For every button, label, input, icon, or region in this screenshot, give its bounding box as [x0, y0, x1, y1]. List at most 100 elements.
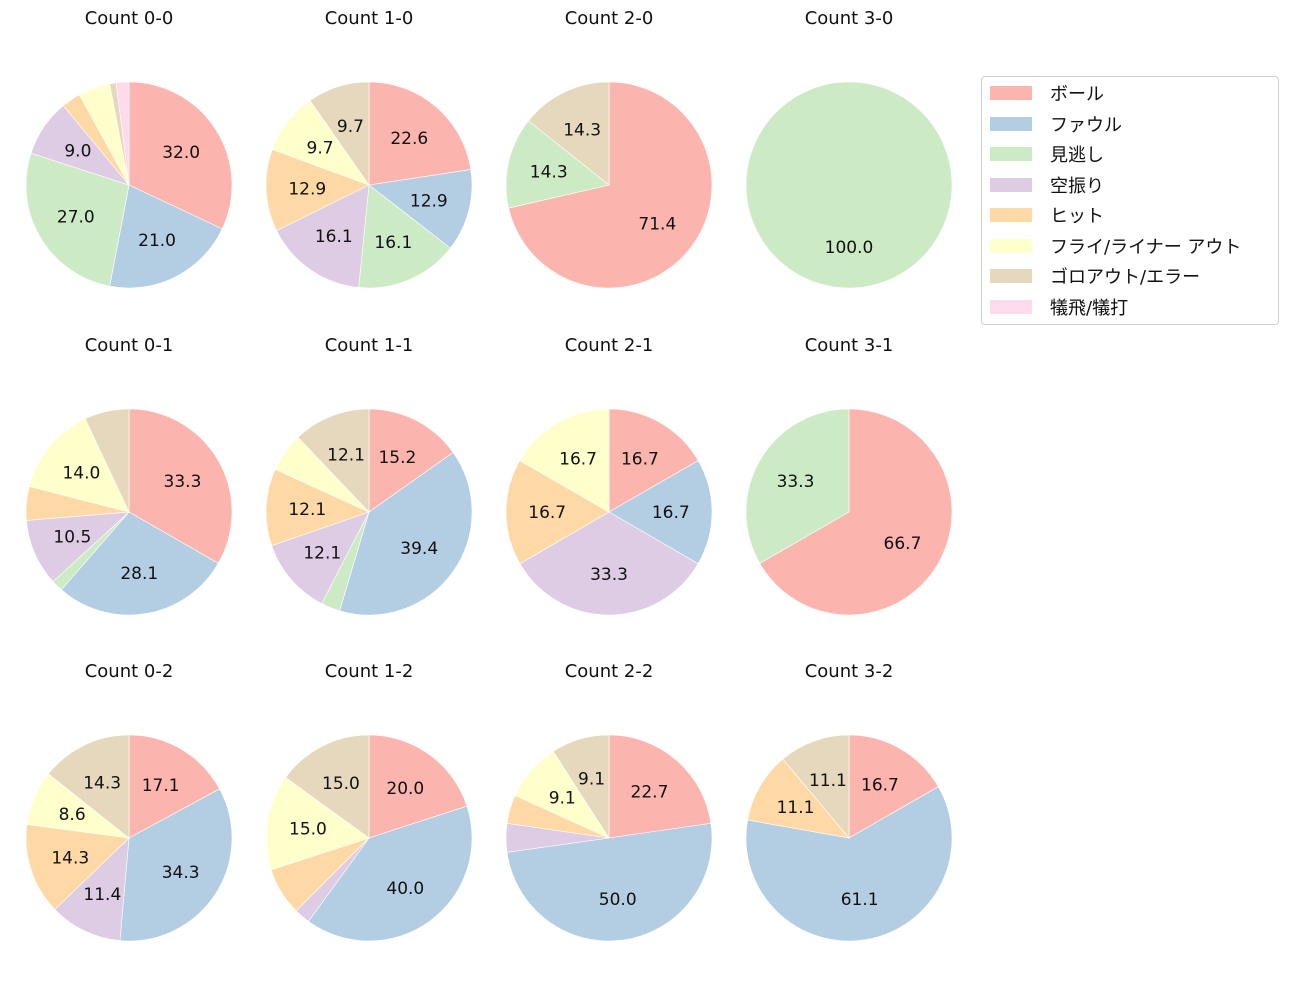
- slice-label: 16.7: [559, 449, 597, 469]
- chart-title: Count 3-2: [804, 661, 894, 682]
- pie-wedge: [519, 408, 610, 513]
- pie-wedge: [285, 734, 370, 839]
- pie-wedge: [26, 511, 130, 582]
- slice-label: 8.6: [59, 805, 86, 825]
- chart-title: Count 0-1: [84, 335, 174, 356]
- pie-wedge: [276, 184, 370, 288]
- pie-wedge: [608, 734, 712, 839]
- pie-wedge: [505, 120, 610, 209]
- legend-swatch: [990, 299, 1032, 314]
- pie-wedge: [265, 149, 370, 232]
- legend-swatch: [990, 238, 1032, 253]
- pie-wedge: [848, 734, 939, 839]
- legend-item: 見逃し: [990, 142, 1104, 166]
- pie-wedge: [505, 460, 610, 565]
- pie-wedge: [368, 169, 473, 249]
- legend-swatch: [990, 269, 1032, 283]
- pie-chart: Count 2-2 22.7 50.0 9.1 9.1: [489, 653, 729, 953]
- pie-wedge: [608, 408, 699, 513]
- pie-wedge: [271, 511, 370, 604]
- slice-label: 9.7: [307, 138, 334, 158]
- pie-chart: Count 0-0 32.0 21.0 27.0 9.0: [9, 0, 249, 300]
- slice-label: 16.7: [861, 776, 899, 796]
- slice-label: 66.7: [884, 534, 922, 554]
- pie-wedge: [308, 805, 473, 942]
- pie-wedge: [109, 184, 223, 289]
- legend-swatch: [990, 208, 1032, 222]
- legend-item: 犠飛/犠打: [990, 295, 1128, 319]
- pie-wedge: [28, 418, 130, 513]
- pie-wedge: [782, 734, 850, 839]
- pie-wedge: [506, 822, 713, 942]
- legend-swatch: [990, 116, 1032, 131]
- slice-label: 14.3: [563, 120, 601, 140]
- pie-chart: Count 2-1 16.7 16.7 33.3 16.7 16.7: [489, 327, 729, 627]
- slice-label: 71.4: [638, 214, 676, 234]
- pie-wedge: [25, 152, 130, 287]
- slice-label: 27.0: [57, 207, 95, 227]
- slice-label: 32.0: [162, 143, 200, 163]
- legend: ボール ファウル 見逃し 空振り ヒット フライ/ライナー アウト ゴロアウト/エラー 犠飛/…: [981, 76, 1279, 325]
- pie-chart: Count 1-2 20.0 40.0 15.0 15.0: [249, 653, 489, 953]
- slice-label: 16.1: [374, 233, 412, 253]
- chart-title: Count 2-2: [564, 661, 654, 682]
- chart-title: Count 2-1: [564, 335, 654, 356]
- pie-wedge: [747, 758, 850, 839]
- slice-label: 12.1: [303, 543, 341, 563]
- pie-wedge: [25, 824, 130, 910]
- chart-title: Count 3-0: [804, 8, 894, 29]
- legend-item: ボール: [990, 81, 1104, 105]
- chart-title: Count 0-0: [84, 8, 174, 29]
- slice-label: 34.3: [162, 863, 200, 883]
- pie-wedge: [115, 81, 130, 186]
- slice-label: 16.7: [652, 503, 690, 523]
- legend-swatch: [990, 86, 1032, 100]
- slice-label: 11.1: [777, 798, 815, 818]
- slice-label: 61.1: [841, 890, 879, 910]
- legend-swatch: [990, 147, 1032, 161]
- slice-label: 12.9: [410, 192, 448, 212]
- pie-wedge: [309, 81, 370, 186]
- slice-label: 11.4: [83, 885, 121, 905]
- pie-wedge: [745, 408, 850, 564]
- slice-label: 14.3: [51, 848, 89, 868]
- legend-label: 見逃し: [1050, 145, 1104, 166]
- slice-label: 39.4: [400, 539, 438, 559]
- legend-item: ヒット: [990, 203, 1104, 227]
- pie-wedge: [297, 408, 370, 513]
- slice-label: 14.3: [83, 773, 121, 793]
- pie-chart: Count 1-0 22.6 12.9 16.1 16.1 12.9 9.7 9.7: [249, 0, 489, 300]
- pie-wedge: [759, 408, 953, 616]
- slice-label: 9.1: [578, 770, 605, 790]
- slice-label: 17.1: [142, 776, 180, 796]
- pie-wedge: [358, 184, 451, 289]
- slice-label: 9.0: [64, 141, 91, 161]
- legend-label: フライ/ライナー アウト: [1050, 236, 1242, 258]
- slice-label: 33.3: [777, 472, 815, 492]
- pie-chart: Count 1-1 15.2 39.4 12.1 12.1 12.1: [249, 327, 489, 627]
- pie-chart: Count 2-0 71.4 14.3 14.3: [489, 0, 729, 300]
- slice-label: 21.0: [138, 231, 176, 251]
- slice-label: 100.0: [825, 238, 874, 258]
- pie-wedge: [54, 837, 130, 941]
- slice-label: 16.7: [621, 449, 659, 469]
- pie-chart: Count 3-0 100.0: [729, 0, 969, 300]
- pie-wedge: [47, 734, 130, 839]
- slice-label: 33.3: [164, 472, 202, 492]
- legend-item: ファウル: [990, 112, 1122, 136]
- pie-wedge: [128, 81, 233, 230]
- legend-label: ヒット: [1050, 206, 1104, 227]
- pie-wedge: [128, 734, 220, 839]
- slice-label: 11.1: [809, 771, 847, 791]
- pie-wedge: [508, 81, 713, 289]
- chart-title: Count 2-0: [564, 8, 654, 29]
- slice-label: 22.6: [390, 129, 428, 149]
- legend-item: フライ/ライナー アウト: [990, 234, 1241, 258]
- legend-item: 空振り: [990, 173, 1104, 197]
- legend-label: ファウル: [1050, 114, 1122, 136]
- pie-chart: Count 0-2 17.1 34.3 11.4 14.3 8.6 14.3: [9, 653, 249, 953]
- chart-title: Count 1-1: [324, 335, 414, 356]
- pie-wedge: [265, 777, 370, 871]
- pie-chart: Count 0-1 33.3 28.1 10.5 14.0: [9, 327, 249, 627]
- slice-label: 12.1: [288, 500, 326, 520]
